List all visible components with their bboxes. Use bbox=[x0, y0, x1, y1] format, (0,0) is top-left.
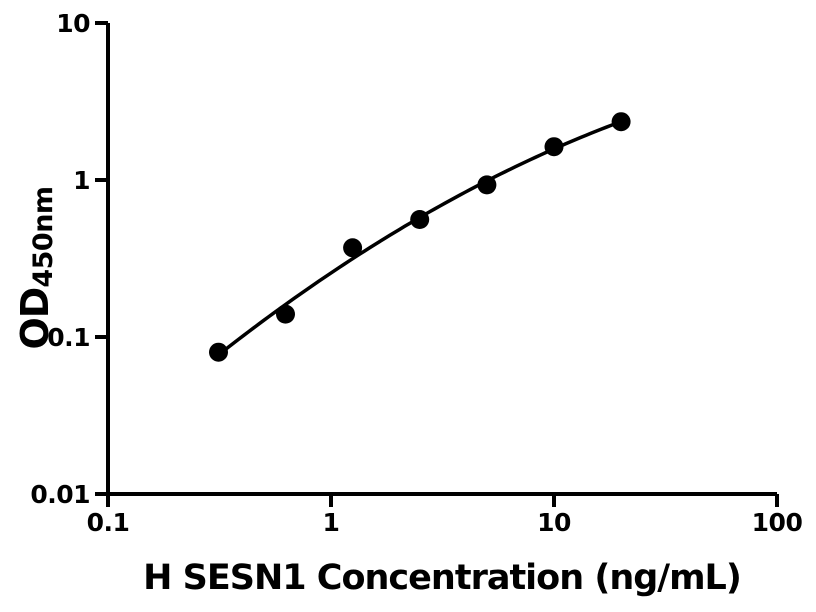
x-tick-label: 10 bbox=[537, 508, 571, 537]
data-point bbox=[343, 238, 363, 258]
y-tick-label: 1 bbox=[73, 166, 90, 195]
x-tick-label: 0.1 bbox=[87, 508, 130, 537]
data-point bbox=[410, 210, 430, 229]
y-axis-title: OD450nm bbox=[13, 186, 59, 349]
y-axis-title-main: OD bbox=[13, 288, 57, 350]
x-tick-label: 100 bbox=[752, 508, 803, 537]
data-point bbox=[477, 175, 497, 195]
y-tick-label: 0.01 bbox=[30, 480, 90, 509]
axes-spine bbox=[106, 23, 777, 496]
data-point bbox=[544, 137, 564, 157]
data-point bbox=[209, 342, 228, 362]
x-tick-label: 1 bbox=[323, 508, 340, 537]
data-point bbox=[276, 304, 295, 324]
y-axis-title-sub: 450nm bbox=[28, 186, 59, 287]
x-axis-title: H SESN1 Concentration (ng/mL) bbox=[143, 558, 741, 598]
data-point bbox=[611, 112, 631, 132]
y-tick-label: 0.1 bbox=[47, 323, 90, 352]
y-tick-label: 10 bbox=[56, 9, 90, 38]
